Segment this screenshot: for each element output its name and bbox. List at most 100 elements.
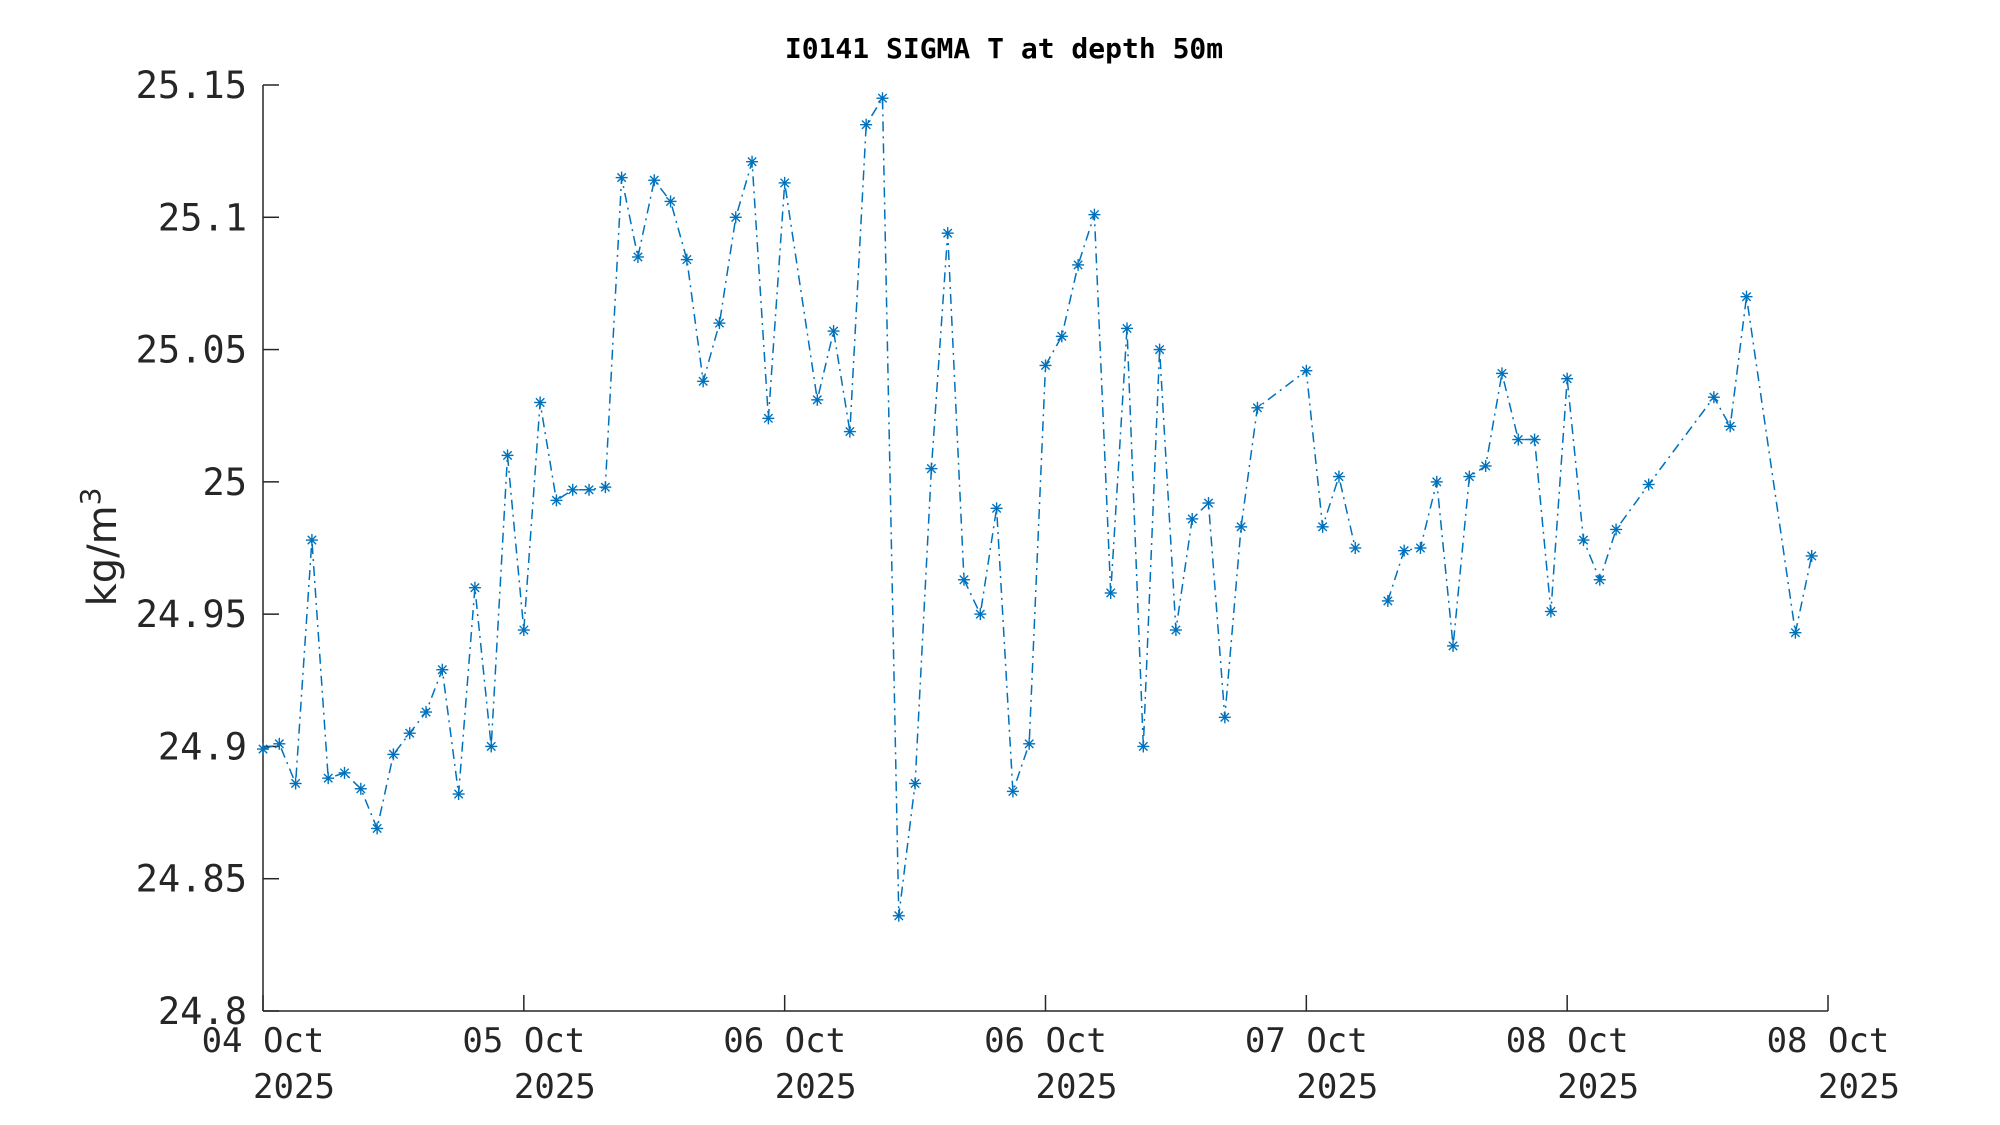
data-point <box>1577 534 1590 547</box>
data-point <box>1104 586 1117 599</box>
y-tick-label: 25.15 <box>136 64 247 107</box>
data-series <box>257 92 1818 922</box>
data-point <box>1724 420 1737 433</box>
data-point <box>1740 290 1753 303</box>
data-point <box>1202 497 1215 510</box>
series-line-segment <box>262 95 1356 916</box>
y-tick-label: 24.95 <box>136 593 247 636</box>
data-point <box>615 171 628 184</box>
data-point <box>1121 322 1134 335</box>
data-point <box>289 777 302 790</box>
data-point <box>501 449 514 462</box>
data-point <box>403 727 416 740</box>
data-point <box>1463 470 1476 483</box>
data-point <box>631 250 644 263</box>
y-axis-label-text: kg/m <box>80 505 126 606</box>
x-tick-label: 08 Oct <box>1506 1021 1629 1061</box>
x-tick-year-label: 2025 <box>775 1067 857 1107</box>
x-tick-label: 06 Oct <box>723 1021 846 1061</box>
y-axis-label: kg/m3 <box>74 488 126 607</box>
data-point <box>1528 433 1541 446</box>
data-point <box>1430 475 1443 488</box>
data-point <box>957 573 970 586</box>
data-point <box>452 788 465 801</box>
data-point <box>990 502 1003 515</box>
series-line-segment <box>1387 296 1813 646</box>
svg-text:kg/m3: kg/m3 <box>74 488 126 607</box>
data-point <box>1153 343 1166 356</box>
x-tick-label: 04 Oct <box>202 1021 325 1061</box>
data-point <box>1512 433 1525 446</box>
data-point <box>746 155 759 168</box>
data-point <box>1006 785 1019 798</box>
data-point <box>485 740 498 753</box>
data-point <box>1088 208 1101 221</box>
y-axis-label-superscript: 3 <box>74 488 107 506</box>
data-point <box>925 462 938 475</box>
data-point <box>1414 542 1427 554</box>
data-point <box>566 483 579 496</box>
y-tick-label: 24.85 <box>136 858 247 901</box>
x-tick-year-label: 2025 <box>514 1067 596 1107</box>
data-point <box>860 118 873 131</box>
x-tick-year-label: 2025 <box>1296 1067 1378 1107</box>
data-point <box>1561 372 1574 385</box>
data-point <box>1235 520 1248 533</box>
x-tick-label: 06 Oct <box>984 1021 1107 1061</box>
data-point <box>468 581 481 594</box>
x-tick-label: 07 Oct <box>1245 1021 1368 1061</box>
data-point <box>354 782 367 795</box>
y-tick-label: 25.05 <box>136 329 247 372</box>
data-point <box>1479 459 1492 472</box>
data-point <box>664 195 677 208</box>
data-point <box>436 663 449 676</box>
y-tick-label: 25 <box>202 461 247 504</box>
data-point <box>778 176 791 189</box>
data-point <box>1381 594 1394 607</box>
data-point <box>517 624 530 637</box>
data-point <box>1023 737 1036 750</box>
data-point <box>1593 573 1606 586</box>
data-point <box>1789 626 1802 639</box>
x-tick-year-label: 2025 <box>1557 1067 1639 1107</box>
data-point <box>550 494 563 507</box>
data-point <box>1072 258 1085 271</box>
data-point <box>1495 367 1508 380</box>
data-point <box>599 481 612 494</box>
data-point <box>941 227 954 240</box>
data-point <box>811 393 824 406</box>
data-point <box>1447 639 1460 652</box>
y-tick-label: 24.9 <box>158 725 247 768</box>
data-point <box>974 608 987 621</box>
data-point <box>420 706 433 719</box>
x-tick-label: 05 Oct <box>462 1021 585 1061</box>
data-point <box>827 325 840 338</box>
data-point <box>1332 470 1345 483</box>
y-axis-ticks: 24.8 24.85 24.9 24.95 25 25.05 25.1 25.15 <box>136 64 279 1033</box>
data-point <box>762 412 775 425</box>
data-point <box>1039 359 1052 372</box>
x-tick-year-label: 2025 <box>1036 1067 1118 1107</box>
y-tick-label: 24.8 <box>158 990 247 1033</box>
data-point <box>876 92 889 105</box>
data-point <box>1707 391 1720 404</box>
data-point <box>534 396 547 409</box>
data-point <box>338 766 351 779</box>
data-point <box>583 483 596 496</box>
data-point <box>892 909 905 922</box>
data-point <box>387 748 400 761</box>
data-point <box>1316 520 1329 533</box>
data-point <box>257 743 269 756</box>
data-point <box>305 534 318 547</box>
x-axis-ticks: 04 Oct 2025 05 Oct 2025 06 Oct 2025 06 Oct 2025… <box>202 995 1900 1107</box>
data-point <box>1349 542 1362 554</box>
data-point <box>713 317 726 330</box>
data-point <box>1398 544 1411 557</box>
chart-title: I0141 SIGMA T at depth 50m <box>785 32 1223 65</box>
data-point <box>1055 330 1068 343</box>
data-point <box>1544 605 1557 618</box>
data-point <box>1251 401 1264 414</box>
data-point <box>1610 523 1623 536</box>
data-point <box>1805 549 1818 562</box>
